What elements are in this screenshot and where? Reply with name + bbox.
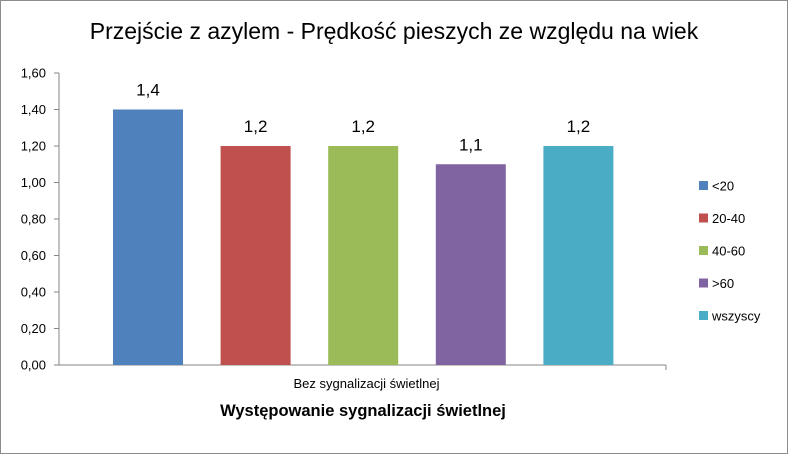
y-tick-label: 1,00 [21, 175, 46, 190]
bar [435, 164, 506, 365]
data-label: 1,1 [459, 135, 483, 154]
legend-swatch [699, 181, 708, 190]
data-label: 1,2 [567, 117, 591, 136]
legend-swatch [699, 311, 708, 320]
y-tick-label: 1,40 [21, 102, 46, 117]
y-tick-label: 0,60 [21, 248, 46, 263]
legend-label: 40-60 [712, 244, 745, 259]
x-tick-label: Bez sygnalizacji świetlnej [294, 376, 440, 391]
bar [113, 109, 183, 365]
legend-label: 20-40 [712, 211, 745, 226]
chart-title: Przejście z azylem - Prędkość pieszych z… [89, 18, 699, 44]
y-tick-label: 0,20 [21, 321, 46, 336]
legend-label: <20 [712, 179, 734, 194]
x-axis-title: Występowanie sygnalizacji świetlnej [220, 402, 506, 420]
bar [543, 146, 614, 365]
legend-label: wszyscy [711, 309, 761, 324]
bar [328, 146, 399, 365]
y-tick-label: 0,00 [21, 358, 46, 373]
data-label: 1,4 [136, 81, 160, 100]
bar [220, 146, 291, 365]
legend-swatch [699, 246, 708, 255]
legend-swatch [699, 213, 708, 223]
y-tick-label: 1,60 [21, 66, 46, 81]
data-label: 1,2 [244, 117, 268, 136]
y-tick-label: 0,80 [21, 212, 46, 227]
data-label: 1,2 [351, 117, 375, 136]
y-tick-label: 1,20 [21, 139, 46, 154]
y-tick-label: 0,40 [21, 285, 46, 300]
legend-swatch [699, 278, 708, 288]
legend-label: >60 [712, 276, 734, 291]
